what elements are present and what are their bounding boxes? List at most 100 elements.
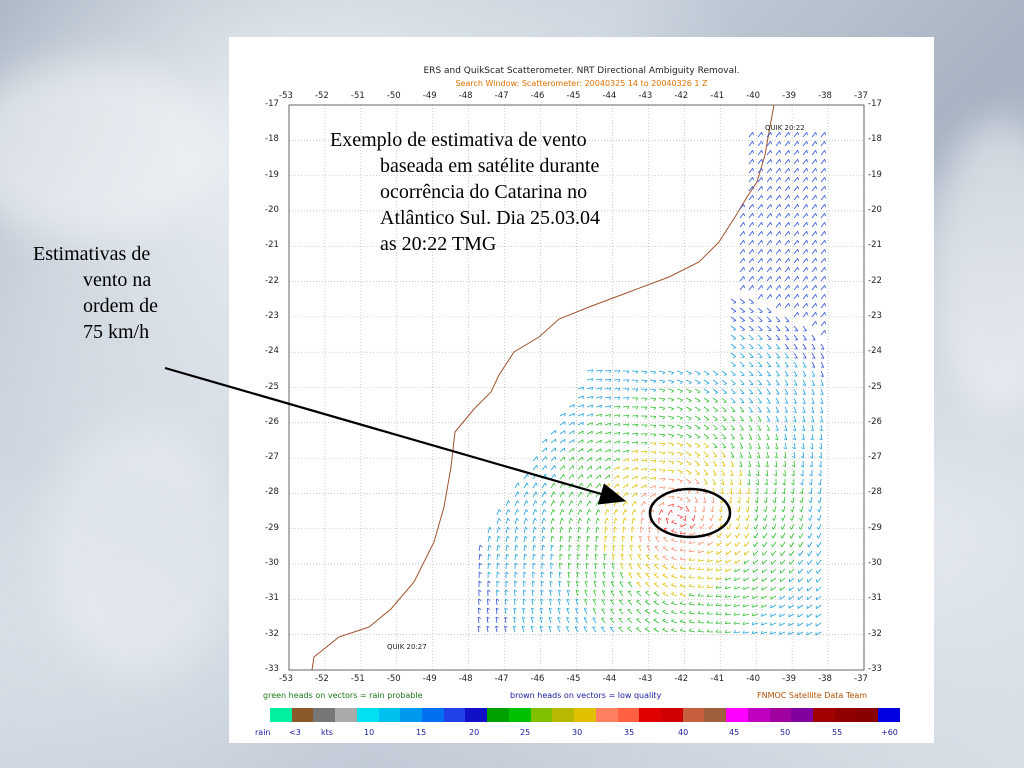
wind-barb-flag (729, 483, 733, 486)
wind-barb-flag (552, 518, 555, 521)
wind-barb (818, 523, 822, 530)
wind-barb-flag (784, 411, 788, 413)
wind-barb-flag (478, 580, 482, 584)
wind-barb-flag (517, 500, 520, 504)
wind-barb-flag (761, 267, 763, 271)
wind-barb (532, 482, 537, 489)
wind-barb-flag (798, 552, 800, 557)
wind-barb-flag (593, 590, 597, 592)
wind-barb (701, 514, 705, 521)
wind-barb (774, 505, 777, 512)
side-caption-line: vento na (83, 269, 152, 291)
wind-barb-flag (541, 571, 545, 574)
wind-barb (806, 604, 813, 609)
wind-barb-flag (585, 562, 589, 565)
wind-barb (550, 465, 556, 471)
wind-barb (627, 618, 633, 624)
wind-barb (820, 397, 824, 404)
wind-barb-flag (752, 195, 754, 199)
wind-barb-flag (797, 231, 799, 235)
wind-barb (743, 622, 750, 625)
wind-barb-flag (688, 427, 692, 430)
wind-barb (775, 415, 779, 422)
wind-barb (576, 581, 579, 588)
wind-barb (604, 474, 610, 480)
wind-barb-flag (554, 456, 557, 460)
wind-barb (766, 334, 772, 340)
color-scale-swatch (617, 708, 640, 722)
wind-barb (766, 213, 772, 219)
wind-barb (802, 231, 808, 237)
wind-barb (793, 276, 799, 282)
wind-barb (734, 604, 741, 607)
wind-barb (754, 532, 759, 539)
wind-barb-flag (627, 423, 630, 427)
wind-barb (620, 563, 624, 570)
wind-barb-flag (739, 465, 743, 467)
wind-barb-flag (632, 517, 636, 521)
wind-barb-flag (558, 580, 562, 583)
x-tick-label-bottom: -39 (782, 674, 797, 684)
wind-barb (730, 460, 734, 467)
wind-barb-flag (541, 580, 545, 583)
wind-barb (514, 509, 518, 516)
wind-barb-flag (636, 618, 640, 620)
wind-barb (730, 415, 736, 421)
wind-barb-flag (779, 276, 781, 280)
wind-barb (739, 231, 745, 237)
wind-barb-flag (689, 525, 692, 529)
wind-barb (658, 415, 665, 418)
wind-barb-flag (530, 625, 535, 628)
wind-barb-flag (824, 258, 826, 262)
wind-barb-flag (697, 628, 701, 632)
wind-barb (802, 294, 808, 300)
wind-barb (595, 439, 602, 444)
wind-barb-flag (526, 491, 529, 495)
wind-barb (757, 343, 763, 349)
wind-barb-flag (572, 474, 574, 478)
wind-barb (820, 222, 826, 228)
wind-barb-flag (743, 240, 745, 244)
wind-barb (734, 568, 741, 573)
color-scale-swatch (726, 708, 748, 722)
wind-barb-flag (662, 425, 666, 429)
wind-barb (748, 325, 754, 331)
wind-barb-flag (615, 509, 619, 513)
wind-barb (793, 258, 799, 264)
color-scale-swatch (747, 708, 770, 722)
wind-barb (593, 572, 597, 579)
wind-barb (766, 433, 770, 440)
wind-barb (738, 505, 741, 512)
wind-barb-flag (543, 526, 546, 530)
wind-barb (595, 448, 602, 453)
wind-barb-flag (783, 456, 787, 459)
wind-barb-flag (714, 383, 719, 385)
wind-barb (594, 563, 597, 570)
wind-barb-flag (671, 372, 674, 375)
wind-barb (649, 493, 656, 498)
wind-barb-flag (697, 436, 701, 439)
y-tick-label-left: -30 (265, 558, 279, 569)
wind-barb (676, 406, 683, 410)
wind-barb (522, 608, 525, 615)
wind-barb (694, 388, 701, 393)
wind-barb (748, 424, 753, 431)
wind-barb (775, 325, 781, 331)
wind-barb (757, 451, 761, 458)
wind-barb-flag (545, 474, 547, 478)
wind-barb (766, 370, 772, 376)
wind-barb-flag (761, 159, 763, 163)
wind-barb-flag (815, 249, 817, 253)
wind-barb (784, 460, 787, 468)
wind-barb-flag (770, 276, 772, 280)
wind-barb (802, 195, 808, 201)
wind-barb-flag (679, 628, 683, 631)
wind-barb-flag (788, 195, 790, 199)
wind-barb (558, 581, 561, 588)
wind-barb (645, 591, 651, 597)
wind-barb (784, 424, 788, 431)
wind-barb-flag (706, 559, 709, 563)
wind-barb-flag (671, 444, 675, 447)
wind-barb (757, 307, 763, 313)
wind-barb (685, 496, 691, 502)
